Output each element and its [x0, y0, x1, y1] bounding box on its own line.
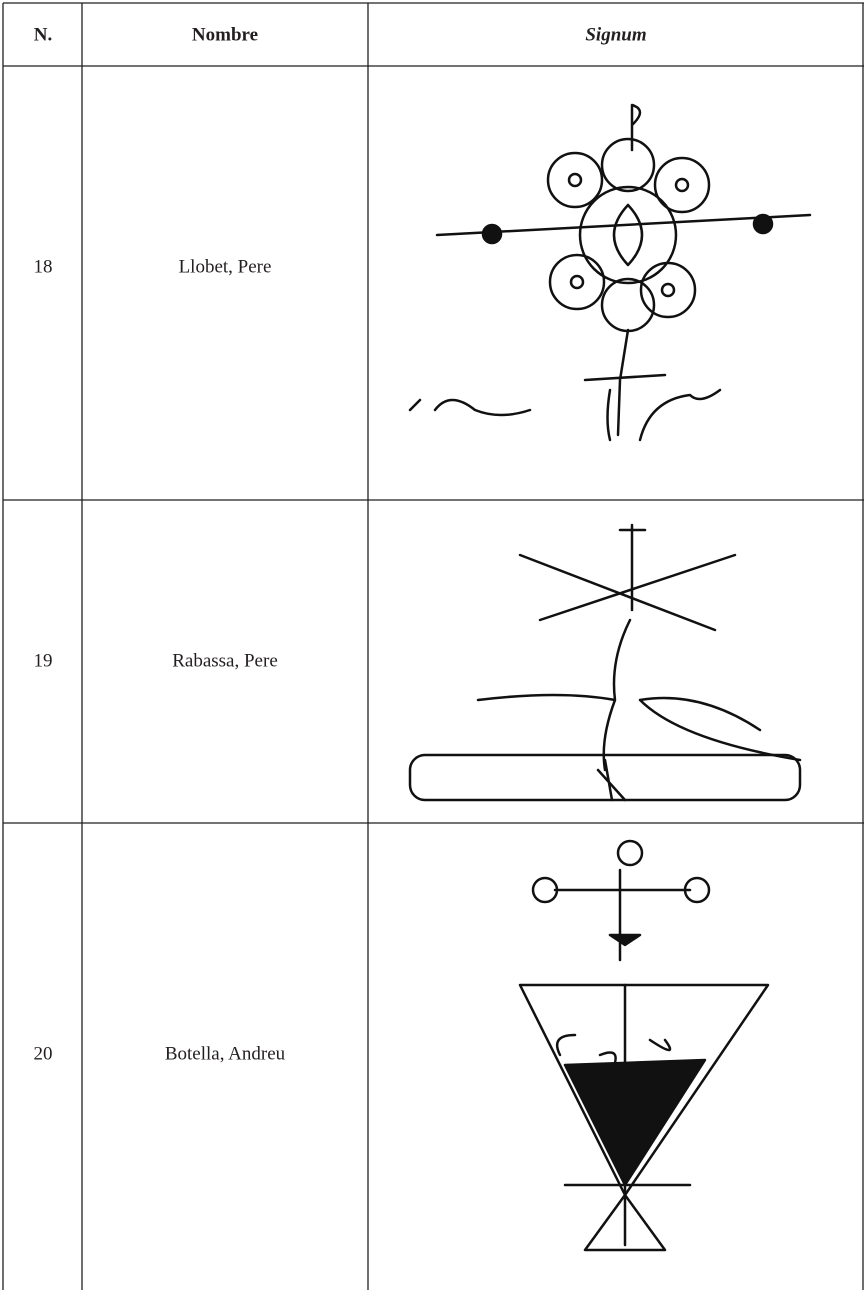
signum-drawing [408, 103, 812, 1252]
row-name: Rabassa, Pere [172, 650, 278, 671]
header-number: N. [34, 24, 52, 45]
row-name: Botella, Andreu [165, 1043, 286, 1064]
row-number: 20 [34, 1043, 53, 1064]
row-number: 18 [34, 256, 53, 277]
header-name: Nombre [192, 24, 258, 45]
row-name: Llobet, Pere [179, 256, 272, 277]
header-signum: Signum [585, 24, 646, 45]
row-number: 19 [34, 650, 53, 671]
